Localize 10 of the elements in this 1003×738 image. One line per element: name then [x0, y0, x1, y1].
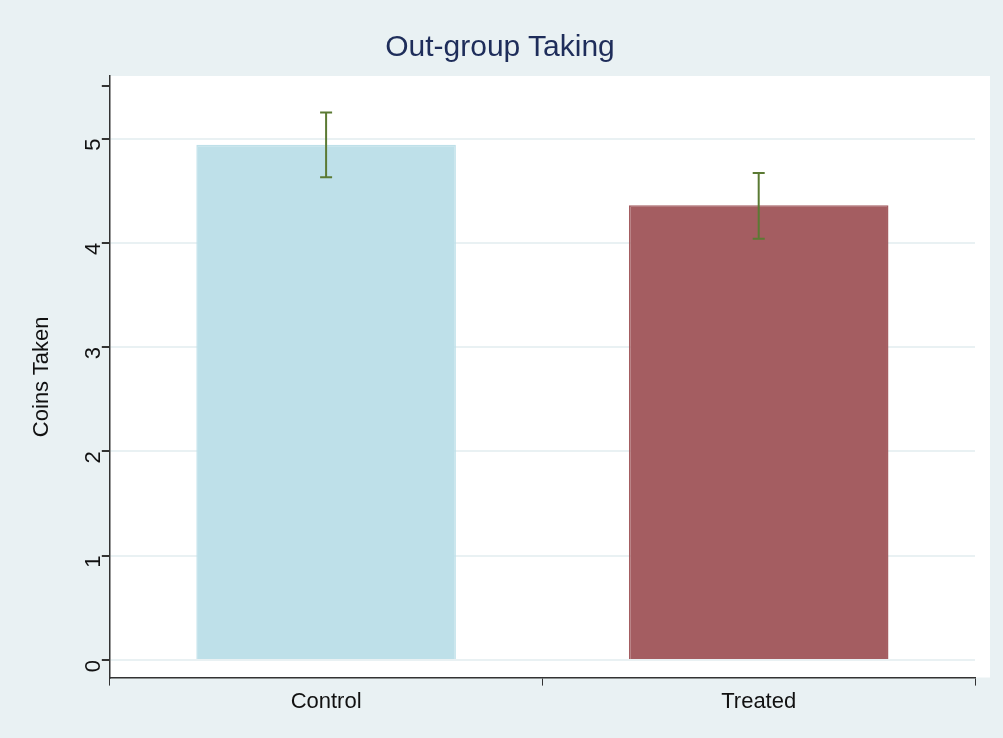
y-tick-label: 1: [79, 555, 105, 568]
y-tick-label: 3: [79, 347, 105, 360]
x-tick-label: Treated: [721, 687, 797, 713]
y-tick-label: 2: [79, 451, 105, 464]
x-tick-label: Control: [290, 687, 362, 713]
y-axis-title: Coins Taken: [28, 316, 54, 438]
y-tick-label: 4: [79, 242, 105, 256]
y-tick-label: 0: [79, 659, 105, 673]
chart-title: Out-group Taking: [385, 29, 615, 63]
y-tick-label: 5: [79, 138, 105, 151]
